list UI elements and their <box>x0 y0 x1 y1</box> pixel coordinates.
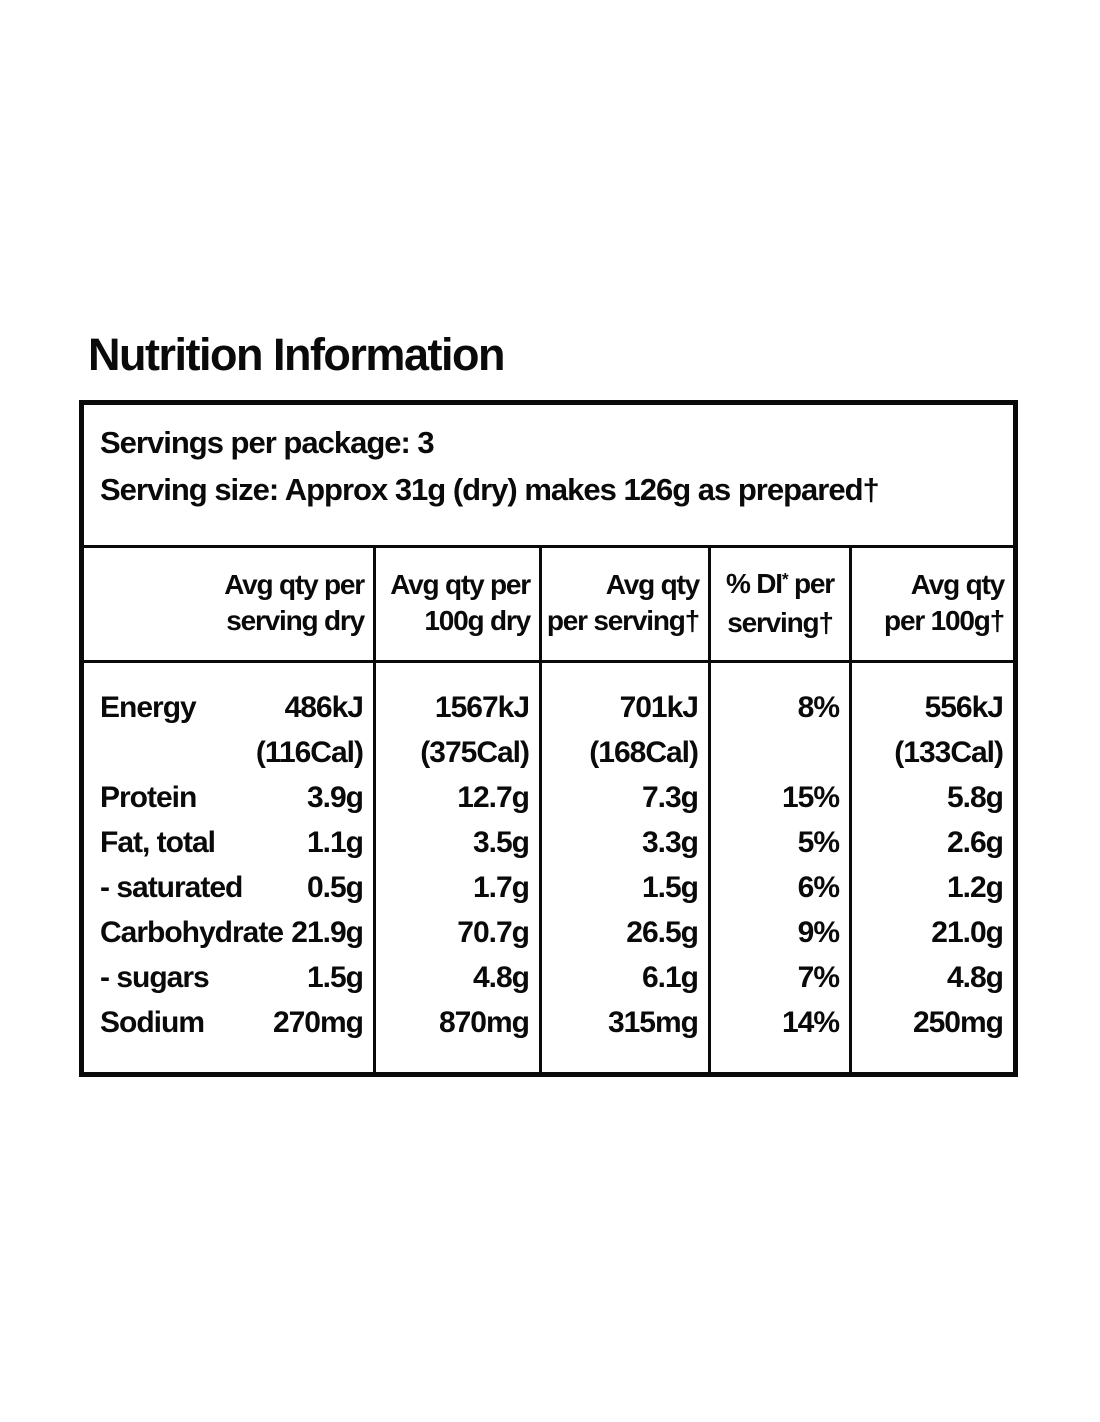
value-percent-di <box>711 730 849 775</box>
value-per-serving: 26.5g <box>626 916 699 949</box>
value-per-100g-dry: (375Cal) <box>420 736 530 769</box>
value-per-serving: 3.3g <box>641 826 699 859</box>
value-per-100g-dry: 1567kJ <box>434 691 530 724</box>
value-serving-dry: 486kJ <box>284 691 364 724</box>
value-serving-dry: 1.1g <box>306 826 364 859</box>
nutrition-panel: Servings per package: 3 Serving size: Ap… <box>79 400 1018 1077</box>
table-row: Energy 486kJ <box>84 685 373 730</box>
header-avg-qty-per-100g-dry: Avg qty per 100g dry <box>373 548 539 660</box>
column-nutrient-and-serving-dry: Energy 486kJ (116Cal) Protein 3.9g Fat, to… <box>84 663 373 1072</box>
nutrient-label: Energy <box>100 691 197 724</box>
page-title: Nutrition Information <box>88 329 505 380</box>
value-serving-dry: 270mg <box>272 1006 364 1039</box>
value-percent-di: 15% <box>781 781 840 814</box>
value-serving-dry: 3.9g <box>306 781 364 814</box>
value-serving-dry: 0.5g <box>306 871 364 904</box>
header-percent-di-per-serving: % DI* per serving† <box>708 548 849 660</box>
value-per-serving: (168Cal) <box>589 736 699 769</box>
serving-size-line: Serving size: Approx 31g (dry) makes 126… <box>100 472 880 507</box>
table-row: - sugars 1.5g <box>84 955 373 1000</box>
table-row: Carbohydrate 21.9g <box>84 910 373 955</box>
header-avg-qty-per-100g-prepared: Avg qty per 100g† <box>849 548 1013 660</box>
asterisk-footnote-marker: * <box>781 568 789 589</box>
servings-per-package-line: Servings per package: 3 <box>100 425 435 460</box>
value-percent-di: 8% <box>797 691 840 724</box>
value-per-100g: 2.6g <box>946 826 1004 859</box>
value-per-100g-dry: 70.7g <box>457 916 530 949</box>
value-serving-dry: 21.9g <box>291 916 364 949</box>
nutrient-label: Sodium <box>100 1006 205 1039</box>
header-avg-qty-per-serving-prepared: Avg qty per serving† <box>539 548 708 660</box>
table-header-row: Avg qty per serving dry Avg qty per 100g… <box>84 545 1013 663</box>
nutrient-label: Carbohydrate <box>100 916 284 949</box>
value-per-100g: 1.2g <box>946 871 1004 904</box>
value-per-serving: 701kJ <box>619 691 699 724</box>
value-per-100g-dry: 1.7g <box>472 871 530 904</box>
value-per-100g: 556kJ <box>924 691 1004 724</box>
value-per-100g-dry: 12.7g <box>457 781 530 814</box>
value-per-100g-dry: 4.8g <box>472 961 530 994</box>
value-per-100g: 21.0g <box>931 916 1004 949</box>
nutrient-label: Protein <box>100 781 197 814</box>
nutrient-label: - sugars <box>100 961 210 994</box>
table-row: (116Cal) <box>84 730 373 775</box>
value-serving-dry: (116Cal) <box>255 736 364 769</box>
column-per-100g-dry: 1567kJ (375Cal) 12.7g 3.5g 1.7g 70.7g 4.… <box>373 663 539 1072</box>
table-row: Protein 3.9g <box>84 775 373 820</box>
value-percent-di: 14% <box>781 1006 840 1039</box>
nutrient-label: - saturated <box>100 871 243 904</box>
value-per-100g: 250mg <box>912 1006 1004 1039</box>
value-per-100g: (133Cal) <box>894 736 1004 769</box>
value-percent-di: 9% <box>797 916 840 949</box>
nutrient-label: Fat, total <box>100 826 216 859</box>
value-per-100g: 5.8g <box>946 781 1004 814</box>
value-percent-di: 7% <box>797 961 840 994</box>
table-row: - saturated 0.5g <box>84 865 373 910</box>
table-body: Energy 486kJ (116Cal) Protein 3.9g Fat, to… <box>84 663 1013 1072</box>
header-avg-qty-per-serving-dry: Avg qty per serving dry <box>224 569 365 636</box>
value-per-100g: 4.8g <box>946 961 1004 994</box>
table-row: Sodium 270mg <box>84 1000 373 1045</box>
value-per-serving: 1.5g <box>641 871 699 904</box>
value-percent-di: 5% <box>797 826 840 859</box>
value-per-serving: 6.1g <box>641 961 699 994</box>
value-per-serving: 7.3g <box>641 781 699 814</box>
value-percent-di: 6% <box>797 871 840 904</box>
column-percent-di: 8% 15% 5% 6% 9% 7% 14% <box>708 663 849 1072</box>
value-per-serving: 315mg <box>607 1006 699 1039</box>
column-per-100g-prepared: 556kJ (133Cal) 5.8g 2.6g 1.2g 21.0g 4.8g… <box>849 663 1013 1072</box>
value-per-100g-dry: 870mg <box>438 1006 530 1039</box>
value-serving-dry: 1.5g <box>306 961 364 994</box>
value-per-100g-dry: 3.5g <box>472 826 530 859</box>
serving-info-section: Servings per package: 3 Serving size: Ap… <box>84 405 1013 545</box>
table-row: Fat, total 1.1g <box>84 820 373 865</box>
column-per-serving-prepared: 701kJ (168Cal) 7.3g 3.3g 1.5g 26.5g 6.1g… <box>539 663 708 1072</box>
